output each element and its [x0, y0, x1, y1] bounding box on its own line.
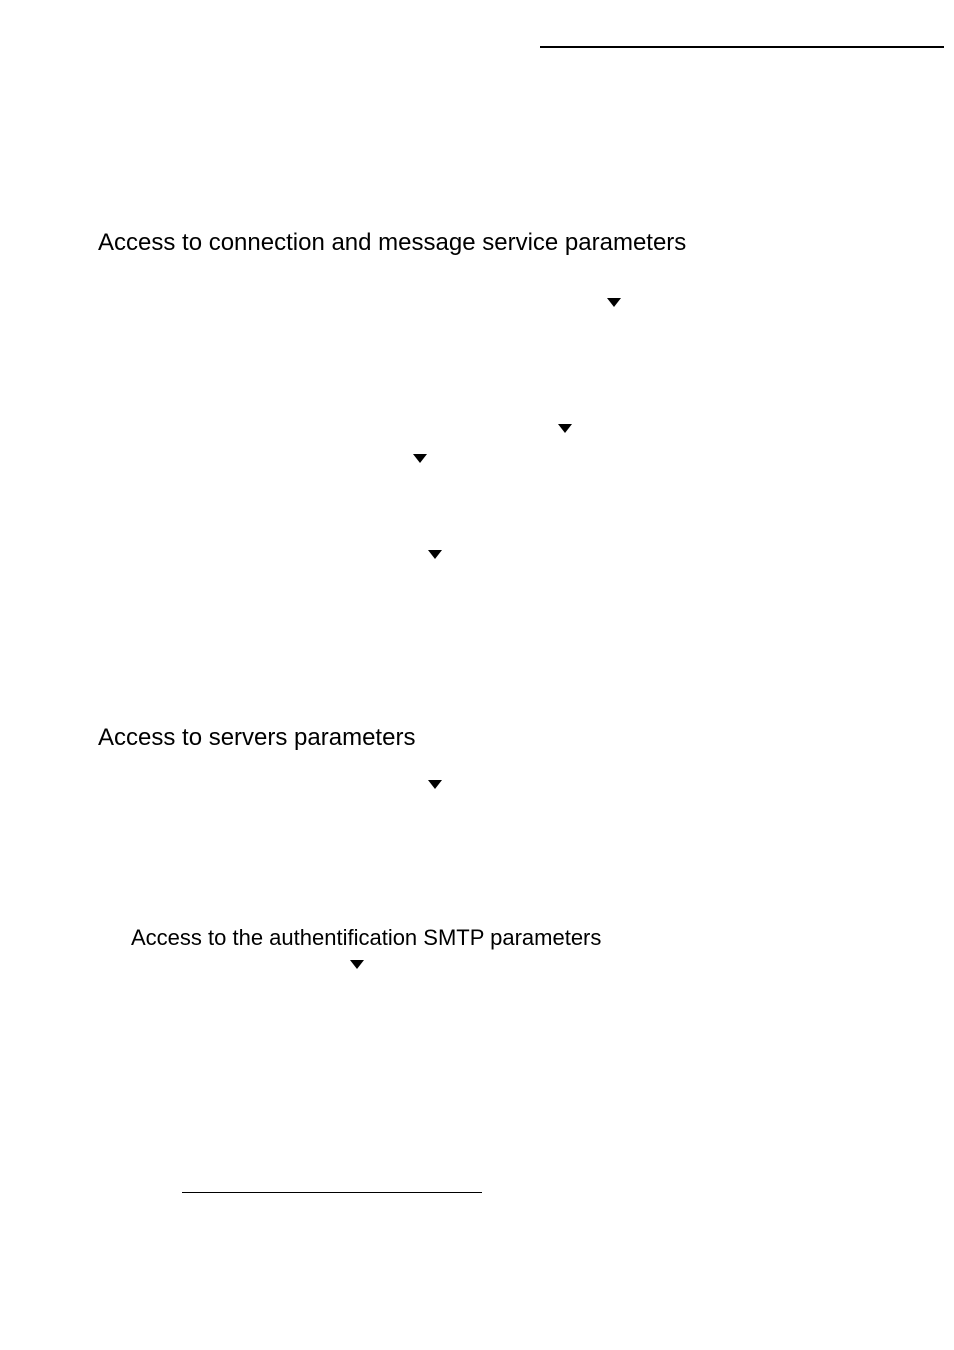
chevron-down-icon: [350, 960, 364, 969]
chevron-down-icon: [428, 550, 442, 559]
section-heading-smtp-auth: Access to the authentification SMTP para…: [131, 925, 601, 951]
chevron-down-icon: [413, 454, 427, 463]
chevron-down-icon: [558, 424, 572, 433]
chevron-down-icon: [428, 780, 442, 789]
section-heading-connection: Access to connection and message service…: [98, 229, 686, 257]
top-rule: [540, 46, 944, 48]
footnote-rule: [182, 1192, 482, 1193]
chevron-down-icon: [607, 298, 621, 307]
section-heading-servers: Access to servers parameters: [98, 724, 415, 752]
